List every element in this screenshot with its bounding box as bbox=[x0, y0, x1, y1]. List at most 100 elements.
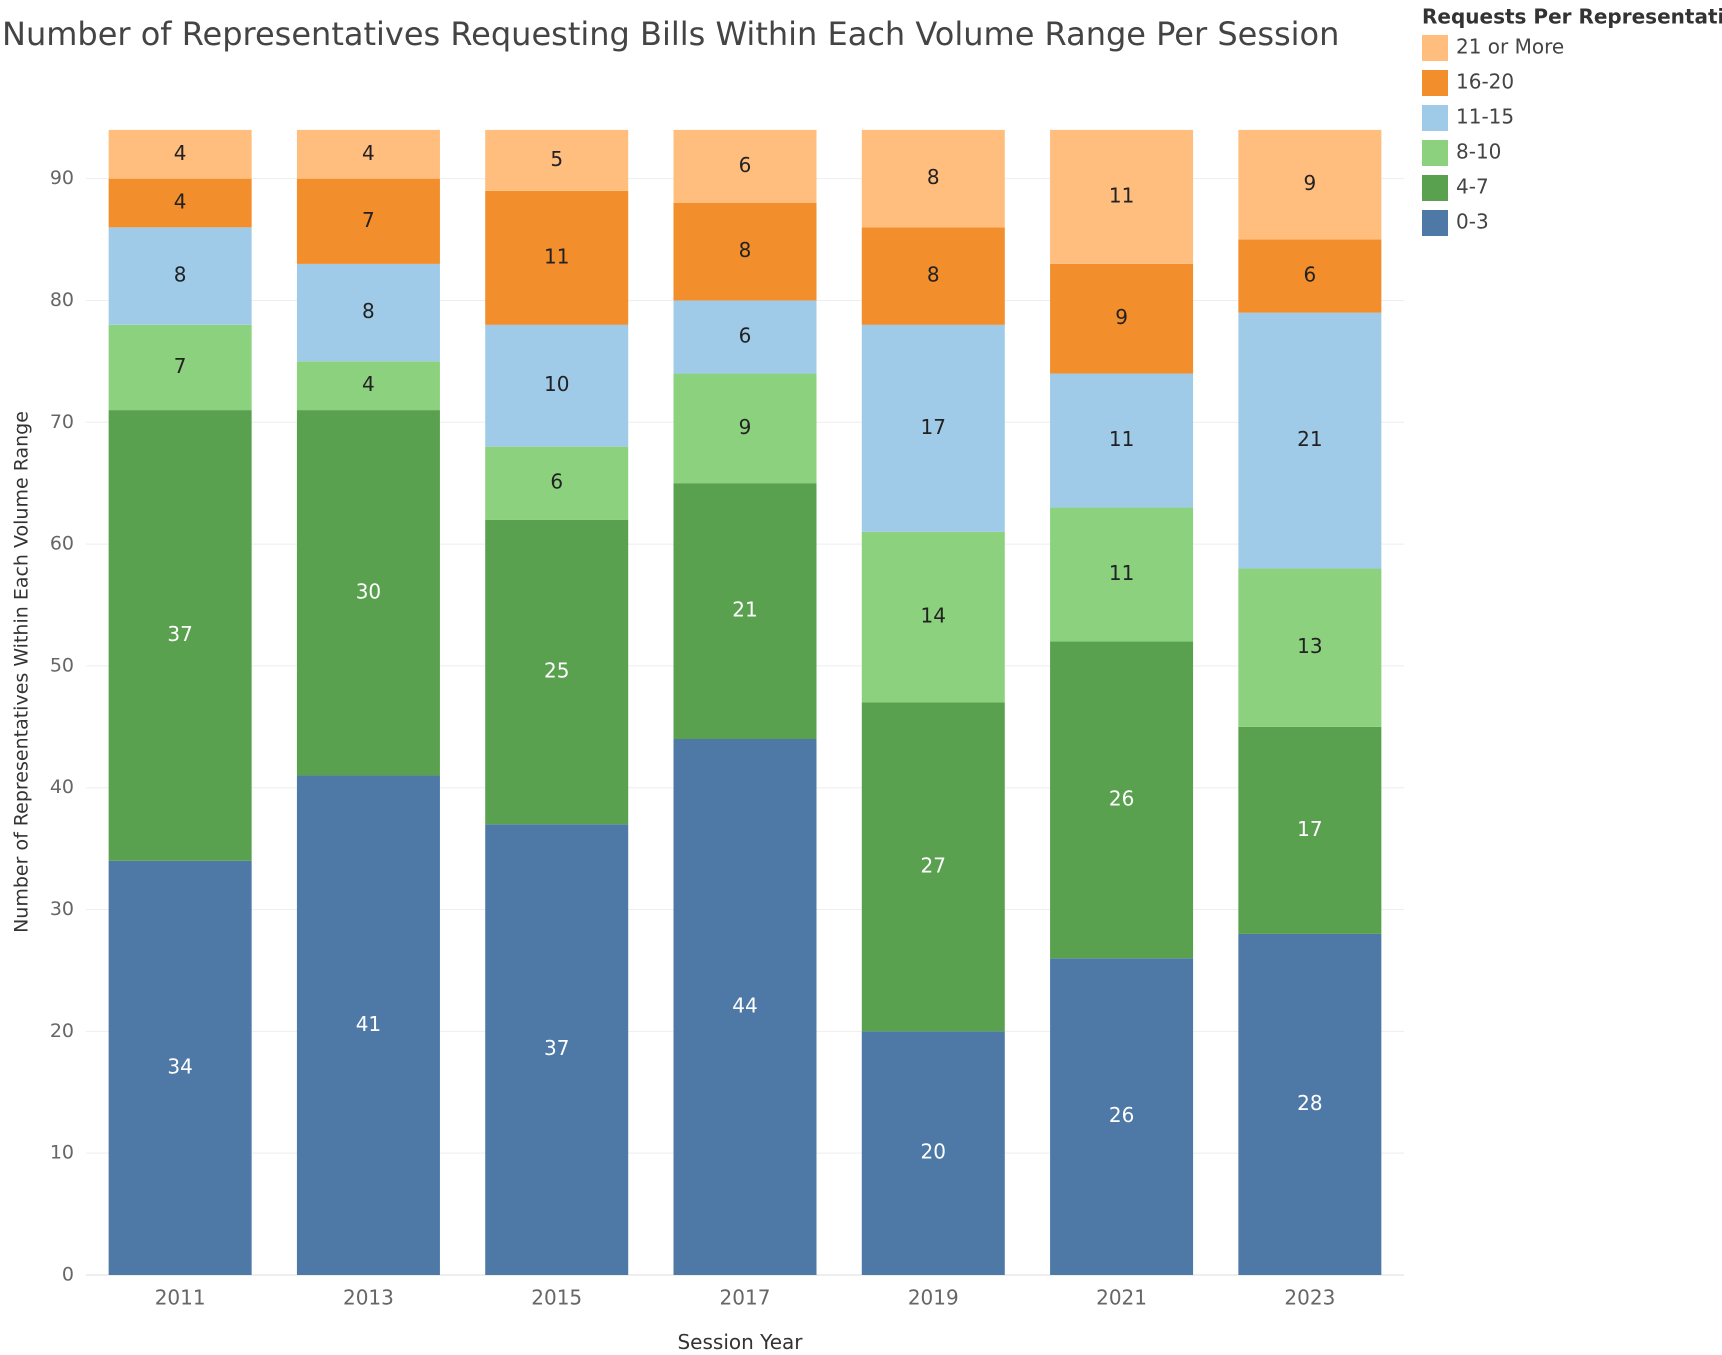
data-label: 9 bbox=[1303, 171, 1316, 195]
data-label: 25 bbox=[544, 659, 569, 683]
bar-segment bbox=[673, 373, 817, 484]
data-label: 10 bbox=[544, 372, 569, 396]
bar-segment bbox=[1238, 933, 1382, 1275]
bar-segment bbox=[108, 410, 252, 861]
x-tick-label: 2013 bbox=[343, 1286, 394, 1310]
legend-swatch bbox=[1422, 140, 1448, 166]
data-label: 8 bbox=[174, 263, 187, 287]
y-tick-label: 60 bbox=[50, 533, 74, 555]
y-tick-label: 40 bbox=[50, 776, 74, 798]
data-label: 20 bbox=[921, 1140, 946, 1164]
data-label: 11 bbox=[1109, 427, 1134, 451]
legend-title: Requests Per Representative bbox=[1422, 5, 1722, 29]
y-axis-label: Number of Representatives Within Each Vo… bbox=[11, 411, 33, 933]
data-label: 27 bbox=[921, 853, 946, 877]
bar-segment bbox=[1050, 263, 1194, 374]
data-label: 8 bbox=[362, 299, 375, 323]
data-label: 26 bbox=[1109, 1103, 1134, 1127]
data-label: 37 bbox=[544, 1036, 569, 1060]
bar-segment bbox=[861, 702, 1005, 1032]
x-tick-label: 2015 bbox=[531, 1286, 582, 1310]
bar-segment bbox=[296, 775, 440, 1275]
legend-label: 16-20 bbox=[1456, 70, 1514, 94]
bar-segment bbox=[296, 178, 440, 264]
data-label: 8 bbox=[927, 165, 940, 189]
bar-segment bbox=[673, 739, 817, 1275]
bar-segment bbox=[485, 324, 629, 447]
data-label: 4 bbox=[174, 190, 187, 214]
bar-segment bbox=[1050, 958, 1194, 1275]
x-tick-label: 2019 bbox=[908, 1286, 959, 1310]
data-label: 14 bbox=[921, 604, 946, 628]
bar-segment bbox=[861, 227, 1005, 325]
bar-segment bbox=[485, 824, 629, 1275]
bar-segment bbox=[108, 227, 252, 325]
bar-segment bbox=[861, 129, 1005, 228]
y-tick-label: 80 bbox=[50, 289, 74, 311]
chart-title: Number of Representatives Requesting Bil… bbox=[2, 15, 1339, 53]
x-tick-label: 2023 bbox=[1284, 1286, 1335, 1310]
bar-segment bbox=[108, 178, 252, 228]
bar-segment bbox=[673, 203, 817, 301]
data-label: 4 bbox=[174, 141, 187, 165]
data-label: 6 bbox=[1303, 263, 1316, 287]
data-label: 44 bbox=[732, 994, 757, 1018]
legend-label: 4-7 bbox=[1456, 175, 1489, 199]
y-tick-label: 20 bbox=[50, 1020, 74, 1042]
bar-segment bbox=[1238, 129, 1382, 240]
data-label: 6 bbox=[739, 153, 752, 177]
data-label: 6 bbox=[739, 324, 752, 348]
data-label: 34 bbox=[167, 1054, 192, 1078]
bar-segment bbox=[673, 300, 817, 374]
bar-segment bbox=[296, 263, 440, 362]
data-label: 37 bbox=[167, 622, 192, 646]
y-tick-label: 70 bbox=[50, 411, 74, 433]
data-label: 21 bbox=[1297, 427, 1322, 451]
x-tick-label: 2011 bbox=[155, 1286, 206, 1310]
bar-segment bbox=[1238, 726, 1382, 934]
x-tick-label: 2017 bbox=[720, 1286, 771, 1310]
bar-segment bbox=[861, 1031, 1005, 1275]
data-label: 13 bbox=[1297, 634, 1322, 658]
bar-segment bbox=[485, 129, 629, 191]
x-axis-label: Session Year bbox=[677, 1330, 803, 1354]
legend-label: 8-10 bbox=[1456, 140, 1501, 164]
bar-segment bbox=[1238, 239, 1382, 313]
y-tick-label: 0 bbox=[62, 1264, 74, 1286]
data-label: 4 bbox=[362, 372, 375, 396]
legend-label: 11-15 bbox=[1456, 105, 1514, 129]
data-label: 41 bbox=[356, 1012, 381, 1036]
y-tick-label: 30 bbox=[50, 898, 74, 920]
data-label: 11 bbox=[1109, 183, 1134, 207]
data-label: 28 bbox=[1297, 1091, 1322, 1115]
data-label: 26 bbox=[1109, 786, 1134, 810]
bar-segment bbox=[485, 190, 629, 325]
legend-label: 0-3 bbox=[1456, 210, 1489, 234]
bar-segment bbox=[296, 361, 440, 411]
data-label: 8 bbox=[927, 263, 940, 287]
bar-segment bbox=[1238, 568, 1382, 727]
legend-swatch bbox=[1422, 210, 1448, 236]
data-label: 17 bbox=[1297, 817, 1322, 841]
data-label: 30 bbox=[356, 579, 381, 603]
data-label: 21 bbox=[732, 598, 757, 622]
bar-segment bbox=[1050, 641, 1194, 959]
y-tick-label: 50 bbox=[50, 654, 74, 676]
data-label: 8 bbox=[739, 238, 752, 262]
bar-segment bbox=[1050, 373, 1194, 508]
bar-segment bbox=[1238, 312, 1382, 569]
legend-swatch bbox=[1422, 105, 1448, 131]
bar-segment bbox=[296, 129, 440, 179]
legend-swatch bbox=[1422, 70, 1448, 96]
data-label: 5 bbox=[550, 147, 563, 171]
data-label: 11 bbox=[544, 244, 569, 268]
bar-segment bbox=[1050, 507, 1194, 642]
bar-segment bbox=[485, 446, 629, 520]
bar-segment bbox=[673, 483, 817, 739]
bar-segment bbox=[673, 129, 817, 203]
data-label: 11 bbox=[1109, 561, 1134, 585]
legend-swatch bbox=[1422, 35, 1448, 61]
bar-segment bbox=[861, 531, 1005, 703]
data-label: 9 bbox=[1115, 305, 1128, 329]
